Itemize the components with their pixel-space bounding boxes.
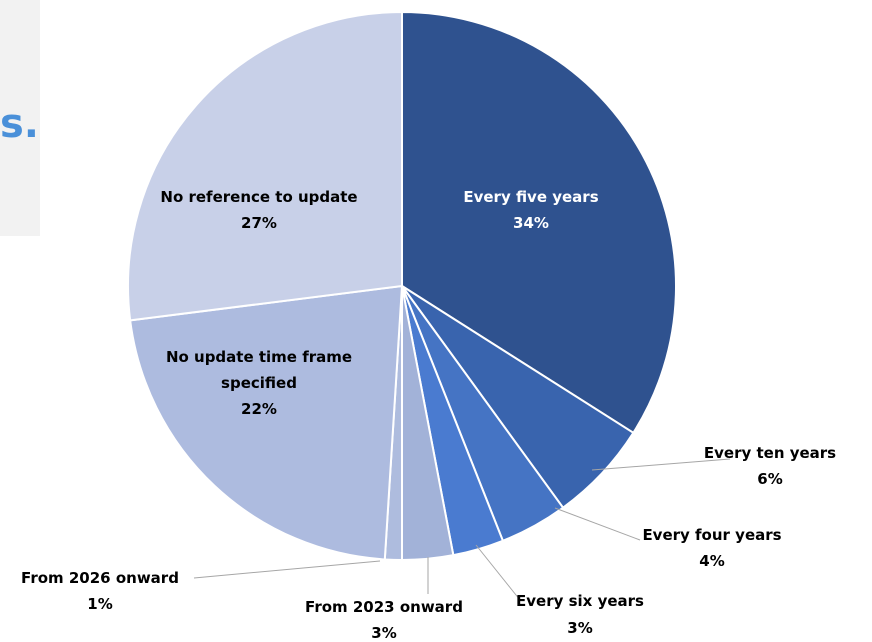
- slice-category-label-from-2023-onward: From 2023 onward: [305, 598, 463, 616]
- slice-value-label-every-five-years: 34%: [513, 214, 549, 232]
- background-panel: s.: [0, 0, 40, 236]
- slice-category-label-no-update-time-frame-specified-1: No update time frame: [166, 348, 352, 366]
- slice-category-label-no-update-time-frame-specified-2: specified: [221, 374, 297, 392]
- slice-value-label-every-ten-years: 6%: [757, 470, 782, 488]
- pie-slice-no-reference-to-update: [127, 10, 403, 322]
- leader-line-every-six-years: [475, 544, 521, 601]
- background-fragment-text: s.: [0, 101, 40, 147]
- slice-value-label-from-2026-onward: 1%: [87, 595, 112, 613]
- slice-category-label-no-reference-to-update: No reference to update: [160, 188, 357, 206]
- slice-category-label-every-six-years: Every six years: [516, 592, 644, 610]
- leader-line-from-2026-onward: [193, 560, 381, 579]
- leader-line-every-four-years: [554, 507, 641, 541]
- slice-value-label-from-2023-onward: 3%: [371, 624, 396, 642]
- slice-value-label-every-six-years: 3%: [567, 619, 592, 637]
- slice-category-label-every-five-years: Every five years: [463, 188, 598, 206]
- slice-category-label-from-2026-onward: From 2026 onward: [21, 569, 179, 587]
- leader-line-every-ten-years: [591, 458, 731, 471]
- slice-value-label-no-reference-to-update: 27%: [241, 214, 277, 232]
- slice-value-label-no-update-time-frame-specified: 22%: [241, 400, 277, 418]
- slice-value-label-every-four-years: 4%: [699, 552, 724, 570]
- slice-category-label-every-four-years: Every four years: [642, 526, 781, 544]
- pie-slice-every-five-years: [401, 10, 677, 435]
- slice-category-label-every-ten-years: Every ten years: [704, 444, 836, 462]
- pie-slice-no-update-time-frame-specified: [129, 284, 404, 561]
